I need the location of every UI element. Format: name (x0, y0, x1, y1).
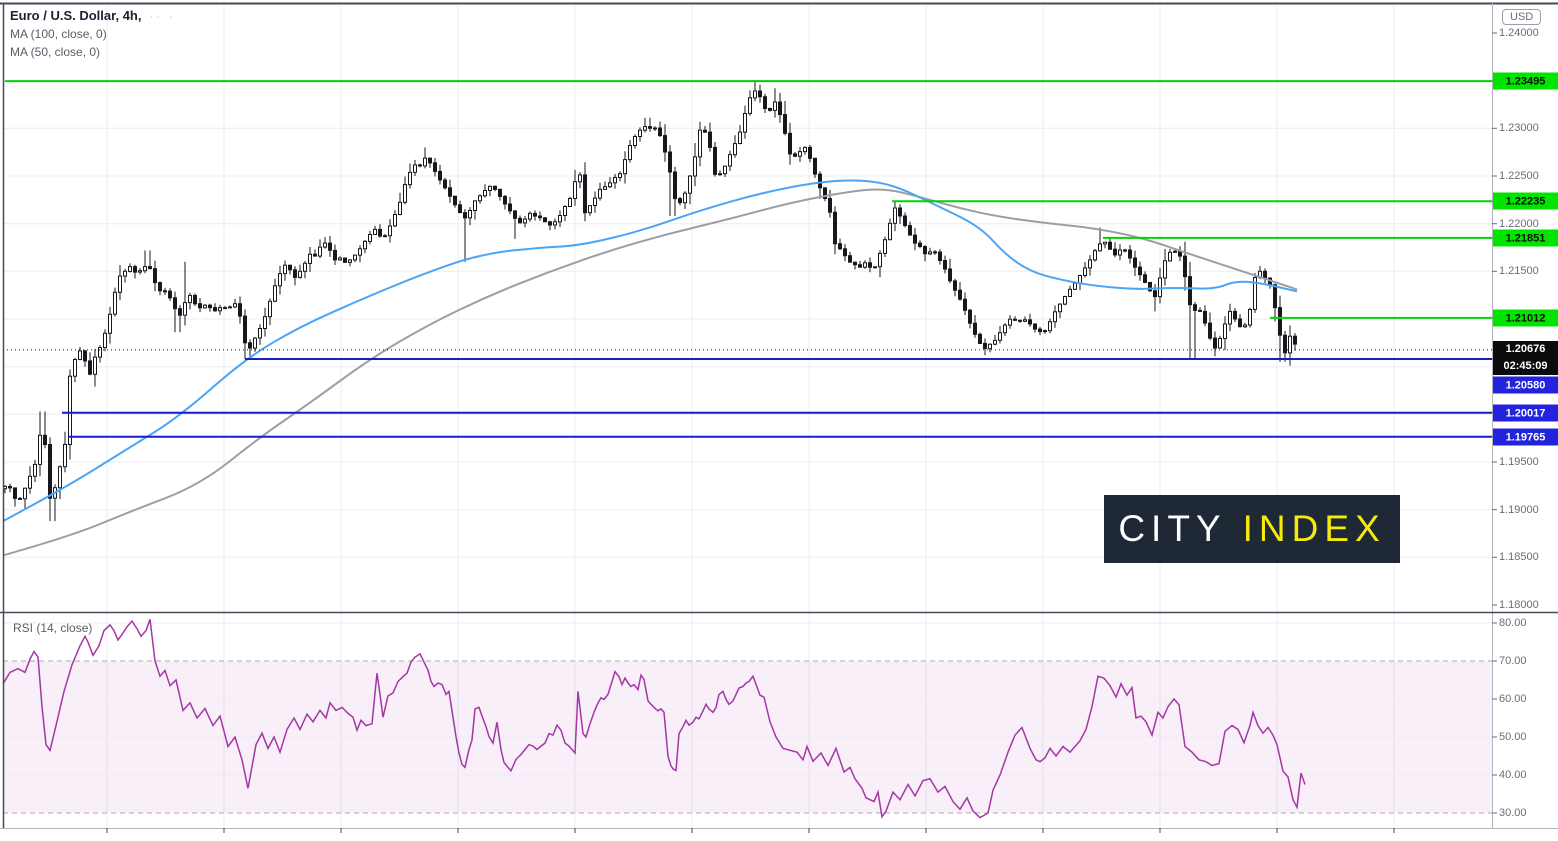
currency-badge: USD (1502, 9, 1542, 25)
rsi-tick-label: 50.00 (1499, 731, 1527, 743)
logo-city-text: CITY (1118, 508, 1227, 549)
ma50-line (2, 179, 1298, 522)
level-price-badge: 1.23495 (1493, 72, 1558, 90)
rsi-tick-label: 80.00 (1499, 617, 1527, 629)
candles-layer (3, 81, 1297, 522)
logo-index-text: INDEX (1242, 508, 1386, 549)
chart-legend: Euro / U.S. Dollar, 4h, ·· · MA (100, clo… (10, 8, 176, 59)
price-tick-label: 1.23000 (1499, 122, 1539, 134)
rsi-tick-label: 30.00 (1499, 807, 1527, 819)
rsi-legend[interactable]: RSI (14, close) (13, 621, 93, 635)
level-price-badge: 1.19765 (1493, 428, 1558, 446)
price-tick-label: 1.19000 (1499, 504, 1539, 516)
rsi-tick-label: 60.00 (1499, 693, 1527, 705)
symbol-title[interactable]: Euro / U.S. Dollar, 4h, ·· · (10, 8, 176, 23)
price-tick-label: 1.18000 (1499, 599, 1539, 611)
price-tick-label: 1.24000 (1499, 27, 1539, 39)
ma100-line (2, 188, 1298, 557)
ma100-legend[interactable]: MA (100, close, 0) (10, 27, 107, 41)
price-tick-label: 1.21500 (1499, 265, 1539, 277)
rsi-line (2, 618, 1306, 819)
level-price-badge: 1.20580 (1493, 376, 1558, 394)
price-axis[interactable]: USD 1.24000 1.23000 1.22500 1.22000 1.21500 1… (1493, 0, 1558, 836)
ma50-legend[interactable]: MA (50, close, 0) (10, 45, 101, 59)
price-tick-label: 1.22000 (1499, 218, 1539, 230)
price-tick-label: 1.19500 (1499, 456, 1539, 468)
symbol-title-text: Euro / U.S. Dollar, 4h, (10, 8, 142, 23)
level-price-badge: 1.22235 (1493, 192, 1558, 210)
level-price-badge: 1.20017 (1493, 404, 1558, 422)
last-price-badge: 1.20676 02:45:09 (1493, 341, 1558, 375)
title-artifact: ·· · (149, 11, 176, 23)
rsi-tick-label: 70.00 (1499, 655, 1527, 667)
price-tick-label: 1.22500 (1499, 170, 1539, 182)
price-tick-label: 1.18500 (1499, 551, 1539, 563)
rsi-tick-label: 40.00 (1499, 769, 1527, 781)
level-price-badge: 1.21012 (1493, 309, 1558, 327)
level-price-badge: 1.21851 (1493, 229, 1558, 247)
city-index-logo: CITY INDEX (1104, 495, 1400, 563)
last-price-value: 1.20676 (1505, 343, 1546, 355)
bar-countdown: 02:45:09 (1503, 360, 1548, 372)
